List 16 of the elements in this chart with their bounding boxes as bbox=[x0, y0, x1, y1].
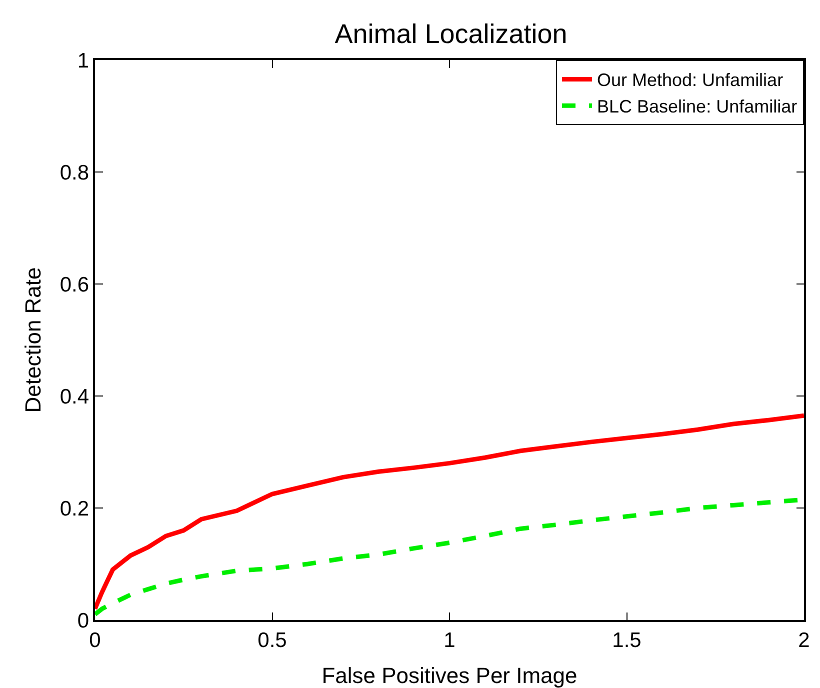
y-tick-label: 0.2 bbox=[60, 497, 90, 520]
x-tick-label: 1 bbox=[444, 628, 456, 652]
legend-label: BLC Baseline: Unfamiliar bbox=[597, 96, 798, 117]
chart-title: Animal Localization bbox=[334, 18, 568, 49]
line-series bbox=[95, 413, 804, 612]
legend-label: Our Method: Unfamiliar bbox=[597, 70, 784, 90]
y-tick-label: 0.6 bbox=[60, 273, 90, 296]
y-tick-label: 0 bbox=[77, 609, 90, 632]
x-tick-label: 0.5 bbox=[258, 628, 287, 652]
y-tick-label: 0.4 bbox=[60, 385, 90, 408]
y-tick-label: 0.8 bbox=[60, 161, 90, 184]
x-tick-label: 2 bbox=[798, 628, 810, 652]
y-tick-label: 1 bbox=[77, 49, 90, 72]
x-axis-title: False Positives Per Image bbox=[322, 663, 578, 688]
x-tick-label: 1.5 bbox=[612, 628, 642, 652]
y-axis-title: Detection Rate bbox=[20, 267, 46, 413]
